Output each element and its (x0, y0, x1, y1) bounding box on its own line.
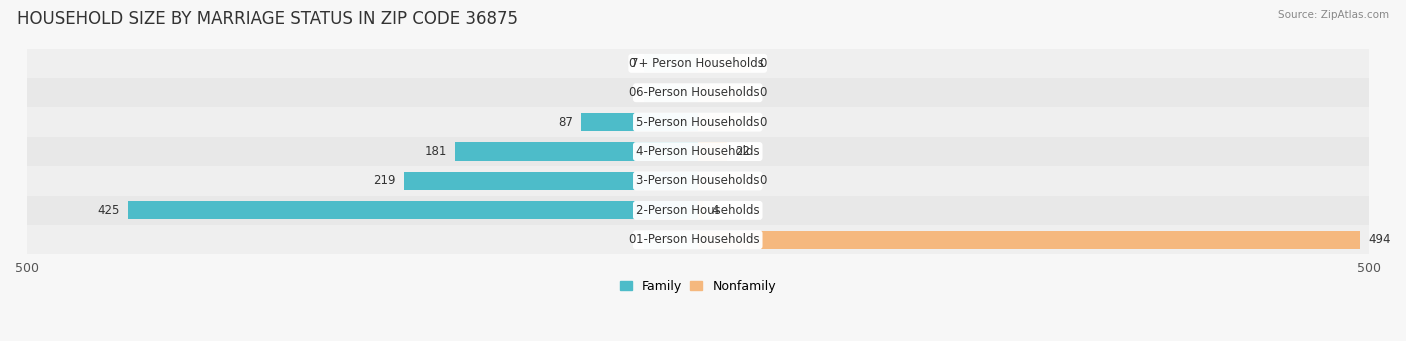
Bar (644, 84, 697, 102)
Text: 1-Person Households: 1-Person Households (636, 233, 759, 246)
Text: 22: 22 (735, 145, 751, 158)
Text: 0: 0 (759, 86, 766, 99)
Text: 5-Person Households: 5-Person Households (636, 116, 759, 129)
Text: 0: 0 (628, 57, 636, 70)
Text: 2-Person Households: 2-Person Households (636, 204, 759, 217)
Legend: Family, Nonfamily: Family, Nonfamily (614, 275, 780, 298)
Bar (456, 143, 697, 161)
Bar (644, 231, 697, 249)
Bar (644, 54, 697, 72)
Bar (27, 196, 1368, 225)
Text: 219: 219 (374, 175, 396, 188)
Bar (404, 172, 697, 190)
Bar (697, 84, 751, 102)
Bar (697, 54, 751, 72)
Bar (697, 143, 727, 161)
Bar (581, 113, 697, 131)
Text: 0: 0 (628, 86, 636, 99)
Bar (27, 78, 1368, 107)
Bar (27, 166, 1368, 196)
Text: 0: 0 (759, 175, 766, 188)
Bar (697, 113, 751, 131)
Bar (697, 231, 1361, 249)
Text: 181: 181 (425, 145, 447, 158)
Text: 87: 87 (558, 116, 574, 129)
Bar (697, 201, 703, 220)
Text: 494: 494 (1368, 233, 1391, 246)
Bar (128, 201, 697, 220)
Text: 0: 0 (759, 57, 766, 70)
Text: 3-Person Households: 3-Person Households (636, 175, 759, 188)
Bar (27, 49, 1368, 78)
Text: 0: 0 (628, 233, 636, 246)
Text: Source: ZipAtlas.com: Source: ZipAtlas.com (1278, 10, 1389, 20)
Text: HOUSEHOLD SIZE BY MARRIAGE STATUS IN ZIP CODE 36875: HOUSEHOLD SIZE BY MARRIAGE STATUS IN ZIP… (17, 10, 517, 28)
Bar (27, 225, 1368, 254)
Bar (27, 107, 1368, 137)
Text: 4-Person Households: 4-Person Households (636, 145, 759, 158)
Text: 4: 4 (711, 204, 718, 217)
Text: 6-Person Households: 6-Person Households (636, 86, 759, 99)
Bar (697, 172, 751, 190)
Text: 425: 425 (97, 204, 120, 217)
Bar (27, 137, 1368, 166)
Text: 7+ Person Households: 7+ Person Households (631, 57, 765, 70)
Text: 0: 0 (759, 116, 766, 129)
